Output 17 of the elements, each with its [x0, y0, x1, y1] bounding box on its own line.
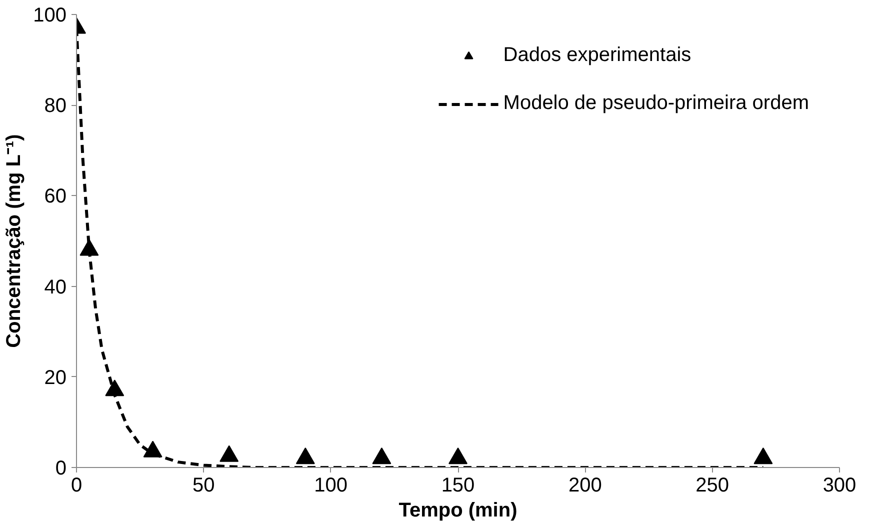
- y-tick-label: 60: [44, 186, 67, 208]
- y-axis-title: Concentração (mg L⁻¹): [3, 134, 26, 348]
- y-tick-label: 100: [33, 4, 67, 26]
- x-tick-label: 150: [441, 474, 475, 496]
- x-tick-label: 100: [314, 474, 348, 496]
- x-tick-label: 0: [70, 474, 82, 496]
- x-tick-label: 200: [568, 474, 602, 496]
- y-tick-label: 20: [44, 366, 67, 389]
- x-tick-label: 50: [192, 474, 215, 496]
- y-tick-label: 40: [44, 276, 67, 298]
- legend-label: Modelo de pseudo-primeira ordem: [503, 92, 809, 115]
- y-tick-label: 80: [44, 95, 67, 118]
- x-axis-title: Tempo (min): [398, 500, 518, 522]
- legend-label: Dados experimentais: [503, 44, 692, 67]
- y-tick-label: 0: [55, 458, 66, 480]
- x-tick-label: 250: [696, 474, 730, 496]
- x-tick-label: 300: [822, 474, 856, 496]
